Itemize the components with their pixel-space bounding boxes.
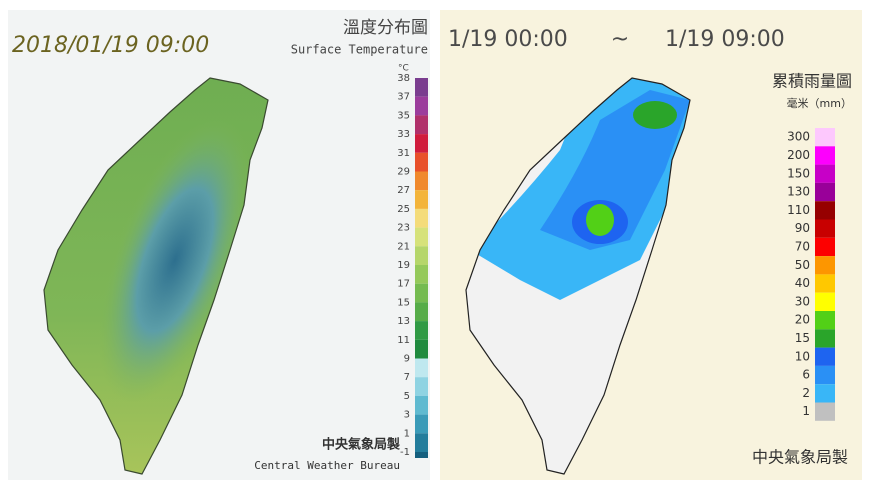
legend-swatch xyxy=(815,274,835,293)
legend-label: 23 xyxy=(397,223,410,234)
legend-label: 38 xyxy=(397,73,410,84)
legend-label: 6 xyxy=(802,368,810,382)
legend-label: 27 xyxy=(397,185,410,196)
credit: 中央氣象局製 xyxy=(752,448,848,467)
end-time: 1/19 09:00 xyxy=(665,27,785,52)
legend-label: 31 xyxy=(397,148,410,159)
legend-label: 130 xyxy=(787,185,810,199)
legend-label: 37 xyxy=(397,92,410,103)
legend-label: 15 xyxy=(795,331,810,345)
legend-label: 300 xyxy=(787,130,810,144)
legend-swatch xyxy=(815,292,835,311)
credit: 中央氣象局製 xyxy=(322,437,400,453)
credit-en: Central Weather Bureau xyxy=(254,459,400,472)
map-subtitle: Surface Temperature xyxy=(291,43,428,57)
legend-swatch xyxy=(415,227,428,247)
legend-swatch xyxy=(815,182,835,202)
legend-swatch xyxy=(415,190,428,209)
rainfall-map xyxy=(466,78,690,474)
legend-label: -1 xyxy=(400,447,410,458)
legend-label: 7 xyxy=(404,372,410,383)
legend-label: 19 xyxy=(397,260,410,271)
temperature-map xyxy=(44,78,268,474)
legend-swatch xyxy=(815,237,835,257)
legend-label: 50 xyxy=(795,258,810,272)
legend-label: 3 xyxy=(404,410,410,421)
legend-swatch xyxy=(415,265,428,284)
legend-label: 5 xyxy=(404,391,410,402)
legend-swatch xyxy=(415,208,428,228)
legend-swatch xyxy=(815,219,835,238)
legend-swatch xyxy=(415,96,428,116)
legend-swatch xyxy=(415,414,428,434)
map-title: 累積雨量圖 xyxy=(772,72,852,91)
legend-swatch xyxy=(415,134,428,153)
legend-label: 2 xyxy=(802,386,810,400)
legend-swatch xyxy=(815,365,835,385)
legend-label: 9 xyxy=(404,354,410,365)
rainfall-legend: 300 200 150 130 110 90 70 50 40 30 20 15 10 6 2 1 xyxy=(787,128,835,421)
legend-swatch xyxy=(415,358,428,378)
legend-label: 90 xyxy=(795,221,810,235)
legend-label: 10 xyxy=(795,349,810,363)
legend-swatch xyxy=(815,311,835,330)
start-time: 1/19 00:00 xyxy=(448,27,568,52)
legend-swatch xyxy=(415,115,428,135)
legend-label: 150 xyxy=(787,166,810,180)
legend-swatch xyxy=(815,402,835,421)
legend-swatch xyxy=(415,171,428,191)
legend-label: 25 xyxy=(397,204,410,215)
legend-swatch xyxy=(415,395,428,415)
legend-label: 70 xyxy=(795,239,810,253)
legend-swatch xyxy=(415,433,428,452)
separator: ~ xyxy=(611,27,629,52)
legend-swatch xyxy=(815,384,835,403)
legend-swatch xyxy=(415,339,428,359)
legend-swatch xyxy=(415,452,428,458)
legend-label: 40 xyxy=(795,276,810,290)
legend-swatch xyxy=(815,329,835,348)
legend-swatch xyxy=(815,256,835,275)
legend-swatch xyxy=(815,347,835,366)
legend-label: 29 xyxy=(397,167,410,178)
legend-label: 11 xyxy=(397,335,410,346)
legend-swatch xyxy=(415,321,428,340)
map-title: 溫度分布圖 xyxy=(343,18,428,38)
legend-label: 20 xyxy=(795,313,810,327)
legend-label: 15 xyxy=(397,297,410,308)
timestamp: 2018/01/19 09:00 xyxy=(12,33,209,58)
legend-swatch xyxy=(815,164,835,183)
legend-label: 21 xyxy=(397,241,410,252)
unit: 毫米（mm） xyxy=(787,96,852,110)
legend-swatch xyxy=(415,246,428,265)
legend-label: 13 xyxy=(397,316,410,327)
legend-label: 110 xyxy=(787,203,810,217)
legend-swatch xyxy=(415,377,428,396)
legend-label: 30 xyxy=(795,294,810,308)
legend-swatch xyxy=(815,201,835,220)
legend-label: 200 xyxy=(787,148,810,162)
legend-label: 33 xyxy=(397,129,410,140)
legend-swatch xyxy=(815,128,835,147)
unit: °C xyxy=(398,64,409,74)
legend-swatch xyxy=(815,146,835,165)
legend-swatch xyxy=(415,152,428,172)
legend-swatch xyxy=(415,302,428,322)
legend-label: 35 xyxy=(397,110,410,121)
legend-swatch xyxy=(415,78,428,97)
legend-label: 17 xyxy=(397,279,410,290)
legend-label: 1 xyxy=(404,428,410,439)
legend-swatch xyxy=(415,283,428,303)
legend-label: 1 xyxy=(802,404,810,418)
